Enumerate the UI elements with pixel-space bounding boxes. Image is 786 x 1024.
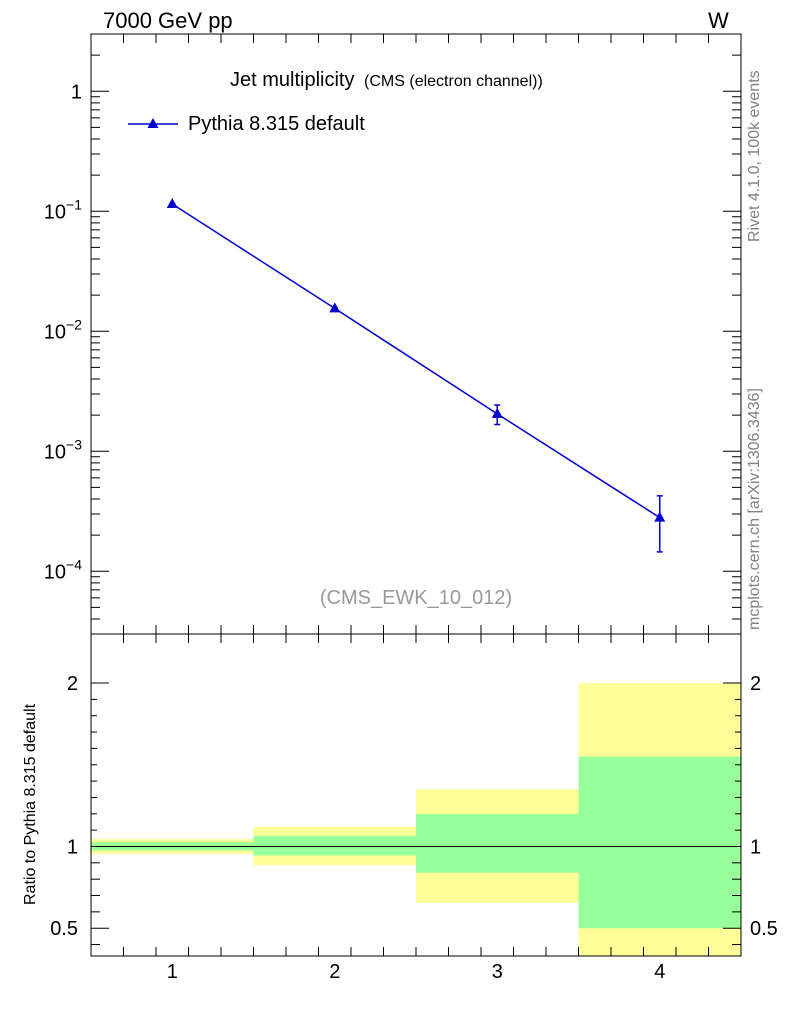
main-y-tick-exp: −4 (66, 556, 82, 572)
ratio-y-tick-label-right: 1 (750, 836, 761, 858)
chart-title-main: Jet multiplicity (230, 69, 354, 91)
chart-title-sub: (CMS (electron channel)) (364, 73, 543, 90)
main-y-tick-exp: −2 (66, 316, 82, 332)
legend-marker (147, 118, 159, 128)
ratio-green-band-3 (416, 813, 579, 873)
ratio-green-band-2 (253, 835, 416, 856)
main-y-tick-base: 10 (44, 321, 66, 343)
analysis-label: (CMS_EWK_10_012) (320, 587, 512, 609)
main-y-tick-base: 10 (44, 561, 66, 583)
ratio-y-tick-label: 1 (67, 836, 78, 858)
main-y-tick-label: 10−2 (44, 316, 82, 343)
ratio-green-band-4 (578, 756, 741, 929)
chart-title: Jet multiplicity (CMS (electron channel)… (230, 69, 543, 91)
data-point (329, 302, 341, 313)
x-tick-label: 1 (167, 961, 178, 983)
x-tick-label: 4 (654, 961, 665, 983)
ratio-bands (91, 683, 741, 956)
main-y-tick-label: 10−1 (44, 196, 82, 223)
main-y-tick-exp: −3 (66, 436, 82, 452)
ratio-y-tick-label-right: 0.5 (750, 918, 778, 940)
data-point (654, 511, 666, 522)
series-line (171, 203, 661, 519)
ratio-y-tick-label-right: 2 (750, 673, 761, 695)
data-point (491, 407, 503, 418)
main-y-tick-label: 10−3 (44, 436, 82, 463)
main-y-tick-base: 1 (71, 81, 82, 103)
main-y-tick-base: 10 (44, 441, 66, 463)
ratio-y-tick-label: 0.5 (50, 918, 78, 940)
main-y-tick-labels: 110−110−210−310−4 (44, 81, 82, 583)
header-observable-label: W (708, 8, 729, 33)
x-tick-label: 2 (329, 961, 340, 983)
main-y-tick-label: 1 (71, 81, 82, 103)
main-axis-ticks (90, 33, 742, 635)
legend-label: Pythia 8.315 default (188, 113, 365, 135)
data-point (166, 197, 178, 208)
ratio-y-tick-label: 2 (67, 673, 78, 695)
main-y-tick-exp: −1 (66, 196, 82, 212)
main-y-tick-base: 10 (44, 201, 66, 223)
x-tick-label: 3 (492, 961, 503, 983)
x-tick-labels: 1 2 3 4 (167, 961, 666, 983)
legend: Pythia 8.315 default (128, 113, 365, 135)
ratio-axis-ticks (90, 634, 742, 956)
ratio-y-tick-labels: 0.5 0.5 1 1 2 2 (50, 673, 778, 940)
series-pythia (166, 197, 666, 553)
main-y-tick-label: 10−4 (44, 556, 82, 583)
header-process-label: 7000 GeV pp (103, 8, 233, 33)
